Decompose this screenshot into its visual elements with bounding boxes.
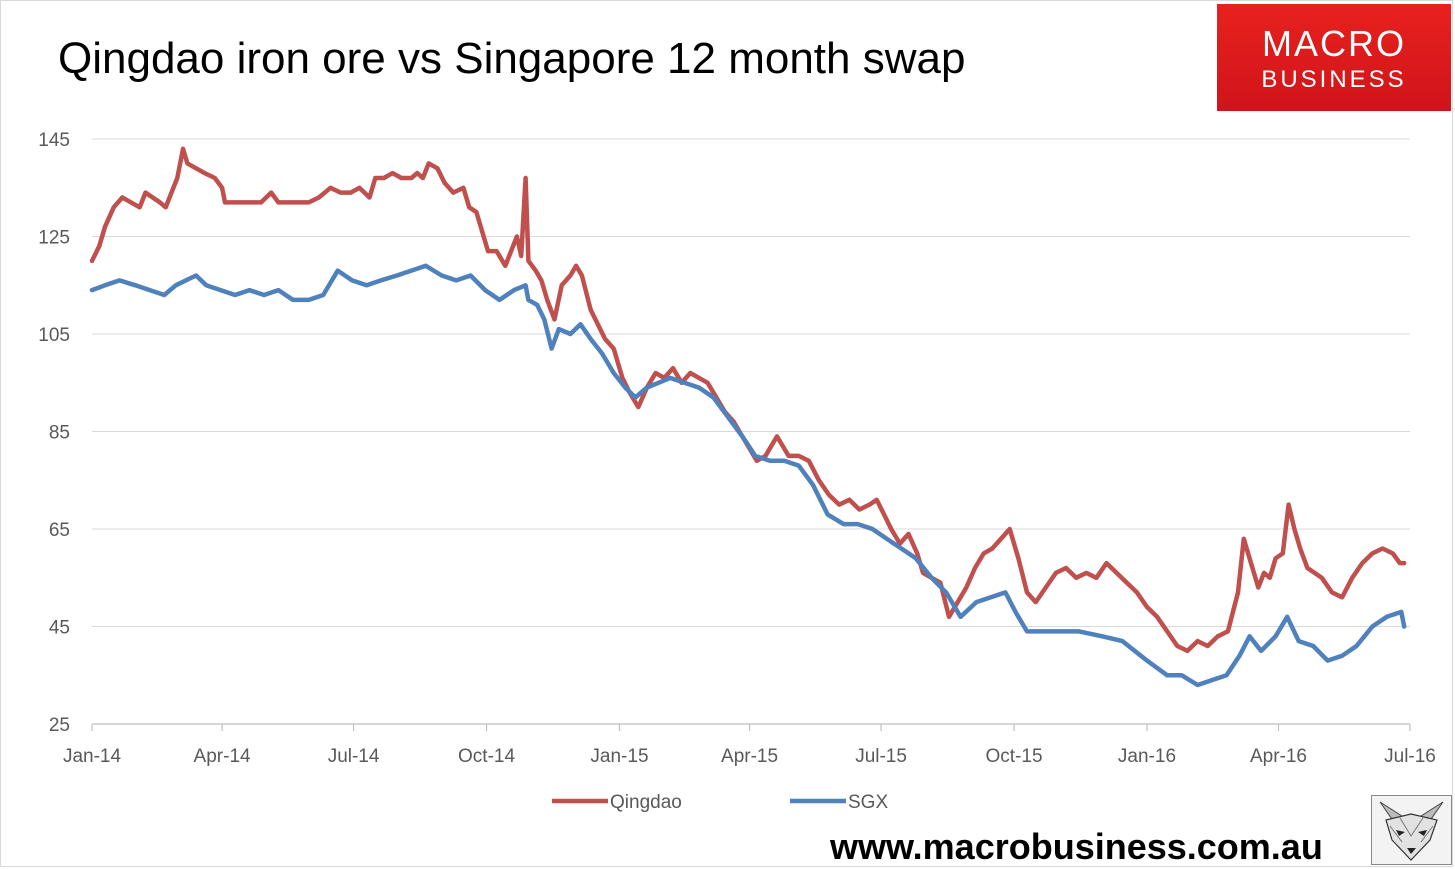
website-url: www.macrobusiness.com.au (830, 826, 1323, 867)
x-tick-label: Jan-14 (63, 746, 122, 767)
legend-label: SGX (848, 792, 888, 813)
y-tick-label: 105 (38, 325, 70, 346)
x-tick-label: Jul-16 (1384, 746, 1436, 767)
fox-icon (1371, 795, 1452, 865)
legend-label: Qingdao (610, 792, 682, 813)
x-tick-label: Oct-15 (986, 746, 1043, 767)
brand-line2: BUSINESS (1261, 66, 1407, 93)
x-tick-label: Apr-14 (194, 746, 251, 767)
x-tick-label: Apr-16 (1250, 746, 1307, 767)
y-tick-label: 85 (49, 423, 70, 444)
y-tick-label: 45 (49, 618, 70, 639)
chart-title: Qingdao iron ore vs Singapore 12 month s… (58, 34, 966, 83)
y-tick-label: 125 (38, 228, 70, 249)
x-tick-label: Jan-16 (1118, 746, 1176, 767)
x-tick-label: Oct-14 (458, 746, 515, 767)
y-tick-label: 145 (38, 130, 70, 151)
series-line-sgx (89, 263, 1407, 688)
x-tick-label: Jul-15 (855, 746, 907, 767)
y-tick-label: 25 (49, 715, 70, 736)
brand-line1: MACRO (1262, 23, 1406, 64)
macro-business-logo: MACRO BUSINESS (1217, 4, 1451, 111)
x-tick-label: Apr-15 (721, 746, 778, 767)
x-tick-label: Jul-14 (328, 746, 380, 767)
series-line-qingdao (89, 146, 1407, 654)
y-tick-label: 65 (49, 520, 70, 541)
x-tick-label: Jan-15 (590, 746, 648, 767)
